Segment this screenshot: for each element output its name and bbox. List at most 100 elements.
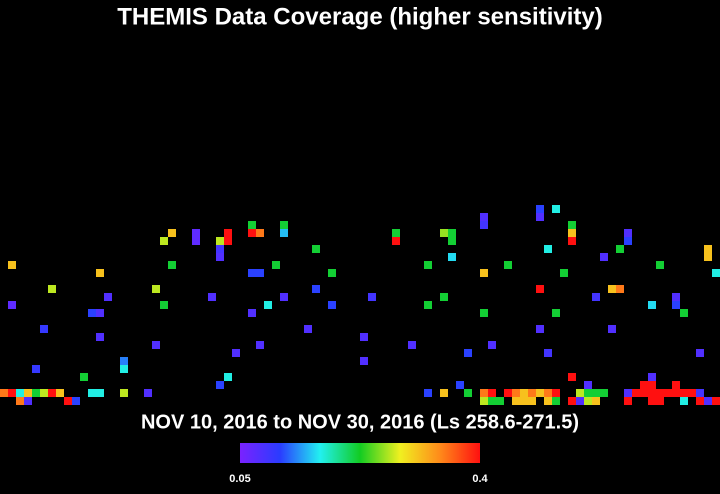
coverage-cell bbox=[512, 397, 520, 405]
coverage-cell bbox=[96, 389, 104, 397]
coverage-cell bbox=[8, 301, 16, 309]
coverage-cell bbox=[360, 357, 368, 365]
coverage-cell bbox=[152, 341, 160, 349]
coverage-cell bbox=[48, 285, 56, 293]
coverage-cell bbox=[640, 389, 648, 397]
coverage-cell bbox=[536, 213, 544, 221]
coverage-cell bbox=[672, 389, 680, 397]
coverage-cell bbox=[480, 397, 488, 405]
coverage-cell bbox=[16, 397, 24, 405]
coverage-cell bbox=[312, 245, 320, 253]
coverage-cell bbox=[696, 349, 704, 357]
coverage-cell bbox=[552, 309, 560, 317]
coverage-cell bbox=[488, 389, 496, 397]
coverage-cell bbox=[160, 237, 168, 245]
coverage-cell bbox=[664, 389, 672, 397]
coverage-cell bbox=[576, 397, 584, 405]
coverage-cell bbox=[704, 245, 712, 253]
coverage-cell bbox=[600, 389, 608, 397]
coverage-cell bbox=[80, 373, 88, 381]
coverage-cell bbox=[552, 205, 560, 213]
coverage-cell bbox=[312, 285, 320, 293]
coverage-cell bbox=[680, 397, 688, 405]
coverage-cell bbox=[0, 389, 8, 397]
coverage-cell bbox=[536, 285, 544, 293]
coverage-cell bbox=[216, 237, 224, 245]
coverage-cell bbox=[232, 349, 240, 357]
coverage-cell bbox=[280, 293, 288, 301]
coverage-cell bbox=[368, 293, 376, 301]
coverage-cell bbox=[568, 229, 576, 237]
coverage-cell bbox=[624, 229, 632, 237]
coverage-cell bbox=[680, 389, 688, 397]
coverage-cell bbox=[480, 213, 488, 221]
coverage-cell bbox=[40, 325, 48, 333]
coverage-cell bbox=[592, 293, 600, 301]
coverage-cell bbox=[696, 397, 704, 405]
coverage-cell bbox=[120, 389, 128, 397]
coverage-cell bbox=[704, 253, 712, 261]
coverage-cell bbox=[96, 333, 104, 341]
coverage-cell bbox=[568, 373, 576, 381]
coverage-cell bbox=[552, 389, 560, 397]
coverage-cell bbox=[96, 269, 104, 277]
coverage-cell bbox=[24, 389, 32, 397]
coverage-cell bbox=[520, 389, 528, 397]
coverage-cell bbox=[672, 301, 680, 309]
coverage-cell bbox=[360, 333, 368, 341]
coverage-cell bbox=[208, 293, 216, 301]
coverage-cell bbox=[256, 341, 264, 349]
coverage-cell bbox=[48, 389, 56, 397]
coverage-cell bbox=[328, 269, 336, 277]
coverage-cell bbox=[584, 389, 592, 397]
coverage-cell bbox=[264, 301, 272, 309]
coverage-cell bbox=[72, 397, 80, 405]
coverage-cell bbox=[448, 237, 456, 245]
coverage-cell bbox=[656, 389, 664, 397]
coverage-cell bbox=[256, 229, 264, 237]
coverage-cell bbox=[424, 389, 432, 397]
coverage-cell bbox=[192, 229, 200, 237]
coverage-cell bbox=[248, 221, 256, 229]
coverage-cell bbox=[528, 397, 536, 405]
coverage-cell bbox=[712, 397, 720, 405]
coverage-cell bbox=[424, 301, 432, 309]
coverage-cell bbox=[632, 389, 640, 397]
coverage-cell bbox=[568, 237, 576, 245]
coverage-cell bbox=[464, 389, 472, 397]
coverage-cell bbox=[392, 229, 400, 237]
coverage-cell bbox=[8, 389, 16, 397]
coverage-cell bbox=[608, 285, 616, 293]
coverage-cell bbox=[560, 269, 568, 277]
coverage-cell bbox=[504, 389, 512, 397]
coverage-cell bbox=[56, 389, 64, 397]
coverage-cell bbox=[280, 229, 288, 237]
coverage-cell bbox=[216, 381, 224, 389]
coverage-cell bbox=[592, 389, 600, 397]
coverage-cell bbox=[536, 389, 544, 397]
coverage-cell bbox=[32, 365, 40, 373]
coverage-cell bbox=[616, 245, 624, 253]
coverage-cell bbox=[648, 389, 656, 397]
coverage-cell bbox=[480, 221, 488, 229]
coverage-cell bbox=[440, 389, 448, 397]
coverage-cell bbox=[488, 341, 496, 349]
coverage-cell bbox=[544, 245, 552, 253]
coverage-cell bbox=[448, 253, 456, 261]
coverage-cell bbox=[224, 373, 232, 381]
coverage-cell bbox=[624, 389, 632, 397]
coverage-cell bbox=[648, 301, 656, 309]
coverage-cell bbox=[536, 205, 544, 213]
coverage-cell bbox=[512, 389, 520, 397]
coverage-cell bbox=[120, 357, 128, 365]
coverage-cell bbox=[648, 373, 656, 381]
date-range: NOV 10, 2016 to NOV 30, 2016 (Ls 258.6-2… bbox=[141, 411, 579, 433]
coverage-cell bbox=[592, 397, 600, 405]
coverage-cell bbox=[216, 245, 224, 253]
coverage-cell bbox=[152, 285, 160, 293]
coverage-cell bbox=[568, 397, 576, 405]
coverage-cell bbox=[496, 397, 504, 405]
coverage-cell bbox=[600, 253, 608, 261]
